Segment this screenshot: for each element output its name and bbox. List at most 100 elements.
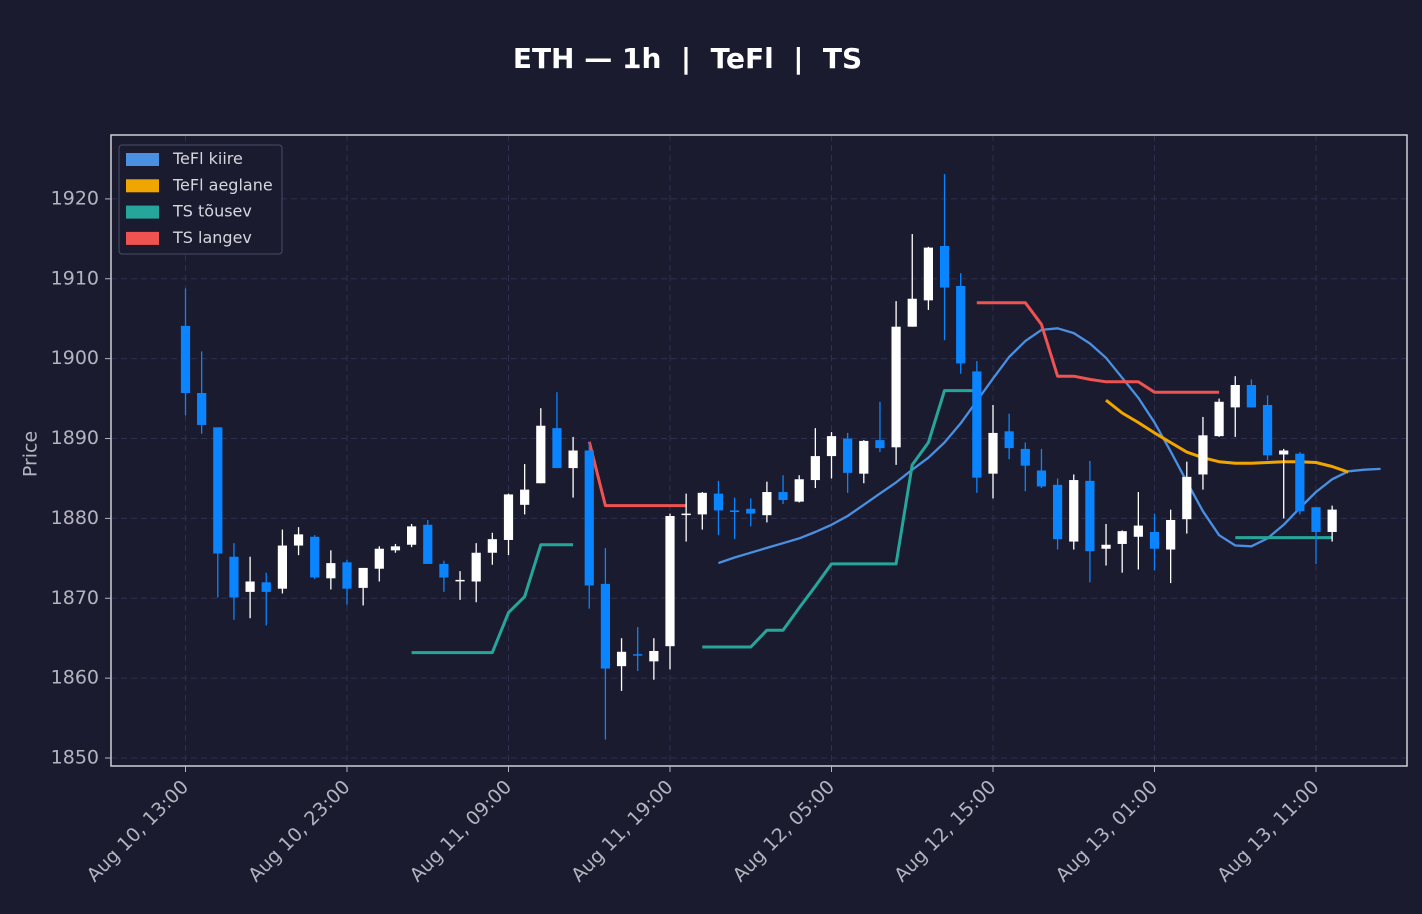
legend-item: TS langev: [126, 228, 252, 247]
candle: [907, 234, 917, 327]
candle-body: [939, 246, 950, 288]
x-tick-label: Aug 12, 15:00: [890, 776, 1000, 886]
y-tick-label: 1910: [51, 267, 99, 289]
candle-body: [374, 548, 384, 569]
candle: [568, 436, 578, 498]
candle: [487, 532, 497, 565]
candle-body: [358, 567, 368, 588]
candle-body: [859, 440, 869, 474]
legend-item: TS tõusev: [126, 202, 252, 221]
candle-body: [778, 492, 788, 501]
candle: [1279, 448, 1289, 519]
candle: [891, 301, 901, 465]
candle: [859, 440, 869, 484]
candle-body: [972, 371, 982, 478]
candle: [326, 550, 336, 590]
candle-body: [956, 285, 966, 364]
candle: [1198, 416, 1208, 490]
candle: [681, 493, 691, 542]
series-line: [587, 441, 687, 508]
candle: [1166, 509, 1176, 584]
candle-body: [1053, 484, 1063, 540]
candle-body: [245, 581, 255, 592]
candle: [1036, 448, 1047, 489]
candle-body: [875, 440, 885, 449]
candle: [245, 556, 255, 619]
candle-body: [600, 583, 610, 669]
candle-body: [616, 651, 627, 667]
candle-body: [293, 534, 304, 546]
candle-body: [1149, 531, 1160, 549]
x-tick-label: Aug 13, 11:00: [1213, 776, 1323, 886]
candle-body: [633, 654, 643, 656]
candle: [1101, 523, 1111, 566]
candle-body: [423, 524, 433, 564]
candle-body: [923, 247, 933, 301]
candle-body: [826, 436, 837, 457]
candle-body: [197, 392, 207, 425]
candle-body: [1166, 519, 1176, 550]
candle-body: [407, 526, 417, 545]
candle: [600, 547, 610, 740]
candle-body: [503, 494, 514, 540]
legend-swatch: [126, 179, 159, 193]
legend-label: TS tõusev: [172, 202, 252, 221]
candle-body: [1036, 470, 1047, 487]
candle: [1230, 376, 1240, 437]
candle: [180, 288, 191, 416]
candle: [1053, 478, 1063, 550]
candle-body: [1246, 385, 1256, 408]
candle: [1069, 474, 1079, 550]
x-axis: Aug 10, 13:00 Aug 10, 23:00 Aug 11, 09:00 A…: [83, 766, 1324, 886]
candle: [552, 392, 562, 469]
candle: [277, 529, 287, 594]
candle: [843, 432, 853, 493]
candle-body: [1262, 404, 1273, 456]
candle: [1117, 530, 1127, 573]
candle-body: [1230, 385, 1240, 408]
candle: [956, 273, 966, 374]
candle: [649, 638, 659, 680]
candle: [439, 560, 449, 592]
candle: [616, 638, 627, 691]
legend-item: TeFl kiire: [126, 149, 243, 168]
y-tick-label: 1900: [51, 347, 99, 369]
candle-body: [730, 510, 740, 513]
series-line: [976, 301, 1220, 394]
candle: [261, 572, 271, 626]
series-line: [1105, 399, 1349, 474]
candle: [342, 559, 352, 605]
candle: [1295, 452, 1305, 515]
candle: [713, 480, 724, 536]
candle-body: [1020, 448, 1030, 466]
candle: [407, 523, 417, 548]
candle-body: [520, 489, 530, 505]
plot-frame: [110, 134, 1408, 767]
legend-swatch: [126, 153, 159, 166]
candle-body: [180, 325, 191, 393]
x-tick-label: Aug 10, 13:00: [83, 776, 193, 886]
x-tick-label: Aug 13, 01:00: [1052, 776, 1162, 886]
candle-body: [310, 536, 320, 578]
candle-body: [762, 492, 772, 516]
candle: [665, 513, 675, 670]
candle-body: [713, 493, 724, 511]
x-tick-label: Aug 11, 19:00: [567, 776, 677, 886]
candle-body: [1182, 476, 1192, 520]
y-tick-label: 1880: [51, 507, 99, 529]
chart-title: ETH — 1h | TeFl | TS: [512, 42, 863, 75]
candle: [875, 401, 885, 453]
candle-body: [697, 492, 707, 515]
candle: [1020, 442, 1030, 492]
candle-body: [1117, 531, 1127, 544]
candle: [826, 432, 837, 479]
candle: [423, 519, 433, 564]
candle: [923, 246, 933, 310]
candle-body: [988, 432, 998, 474]
candle: [1182, 461, 1192, 534]
candle: [762, 481, 772, 523]
legend-label: TeFl kiire: [172, 149, 243, 168]
candle: [197, 351, 207, 434]
candle: [1214, 398, 1224, 437]
candle-body: [746, 508, 756, 514]
